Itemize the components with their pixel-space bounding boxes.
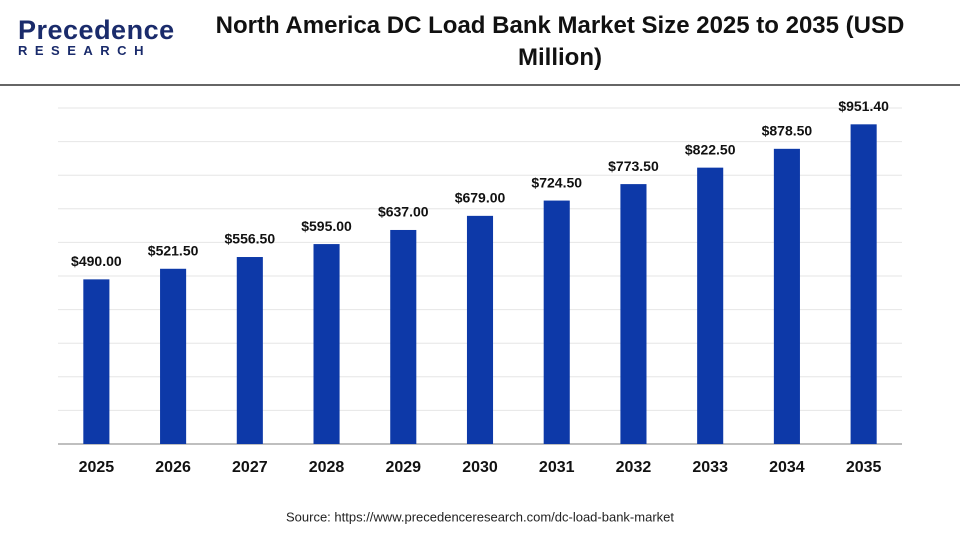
brand-name: Precedence [18, 15, 175, 45]
value-label: $521.50 [148, 242, 199, 258]
x-tick-label: 2025 [79, 459, 115, 476]
x-tick-label: 2028 [309, 459, 345, 476]
source: Source: https://www.precedenceresearch.c… [286, 509, 674, 524]
x-tick-label: 2033 [692, 459, 728, 476]
value-label: $822.50 [685, 141, 736, 157]
bar [160, 268, 187, 444]
bar [390, 229, 417, 444]
value-label: $773.50 [608, 158, 659, 174]
logo: Precedence RESEARCH [18, 16, 175, 58]
value-label: $556.50 [225, 231, 276, 247]
x-tick-label: 2030 [462, 459, 498, 476]
x-tick-label: 2026 [155, 459, 191, 476]
bar [620, 184, 647, 444]
value-label: $679.00 [455, 190, 506, 206]
value-label: $878.50 [762, 123, 813, 139]
x-tick-label: 2032 [616, 459, 652, 476]
bar [543, 200, 570, 444]
chart-title: North America DC Load Bank Market Size 2… [215, 12, 905, 71]
bar [697, 167, 724, 444]
value-label: $724.50 [531, 174, 582, 190]
bar [466, 215, 494, 444]
brand-tagline: RESEARCH [18, 43, 151, 58]
x-tick-label: 2027 [232, 459, 268, 476]
value-label: $490.00 [71, 253, 122, 269]
x-tick-label: 2035 [846, 459, 882, 476]
bar [236, 257, 263, 444]
x-tick-label: 2029 [385, 459, 421, 476]
value-label: $595.00 [301, 218, 352, 234]
bar [850, 124, 877, 445]
bar [313, 244, 340, 444]
value-label: $637.00 [378, 204, 429, 220]
x-tick-label: 2034 [769, 459, 805, 476]
x-tick-label: 2031 [539, 459, 575, 476]
value-label: $951.40 [838, 98, 889, 114]
bar [773, 148, 800, 444]
bar [83, 279, 110, 444]
